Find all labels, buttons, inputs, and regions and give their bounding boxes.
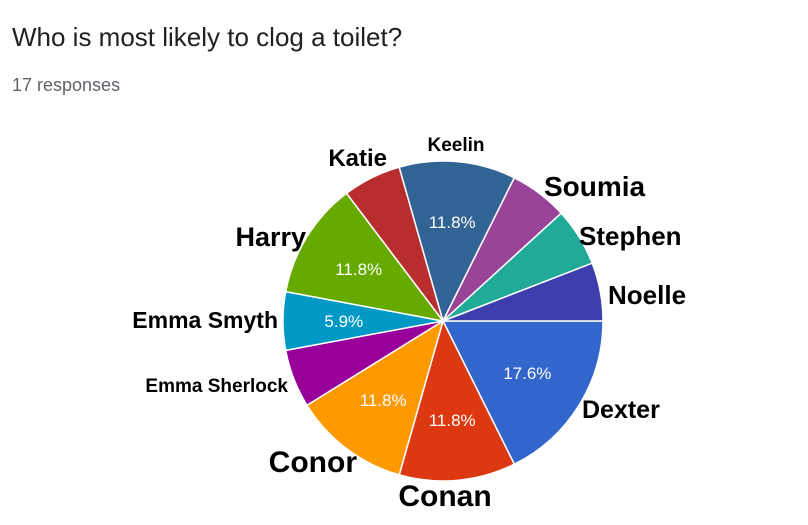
pie-slice-conan [398,318,516,482]
slice-name-noelle: Noelle [608,280,686,310]
slice-name-harry: Harry [235,222,306,252]
slice-percent-conor: 11.8% [360,391,407,410]
slice-percent-emma-smyth: 5.9% [324,312,363,331]
slice-name-conor: Conor [269,446,358,479]
slice-name-emma-sherlock: Emma Sherlock [145,376,288,397]
slice-name-dexter: Dexter [582,396,660,424]
slice-name-keelin: Keelin [427,135,484,156]
slice-percent-harry: 11.8% [335,260,382,279]
pie-slice-conor [305,319,445,476]
slice-name-stephen: Stephen [579,221,682,251]
slice-name-conan: Conan [398,480,491,513]
slice-name-emma-smyth: Emma Smyth [132,307,278,333]
pie-slice-keelin [398,160,516,324]
response-count: 17 responses [12,75,121,95]
slice-percent-dexter: 17.6% [503,364,551,383]
slice-name-katie: Katie [328,145,387,172]
pie-slice-harry [284,192,445,323]
slice-name-soumia: Soumia [544,171,646,202]
pie-slice-noelle [442,262,604,322]
chart-title: Who is most likely to clog a toilet? [12,22,403,52]
slice-percent-conan: 11.8% [429,411,476,430]
pie-slice-dexter [441,320,604,466]
slice-percent-keelin: 11.8% [429,213,476,232]
